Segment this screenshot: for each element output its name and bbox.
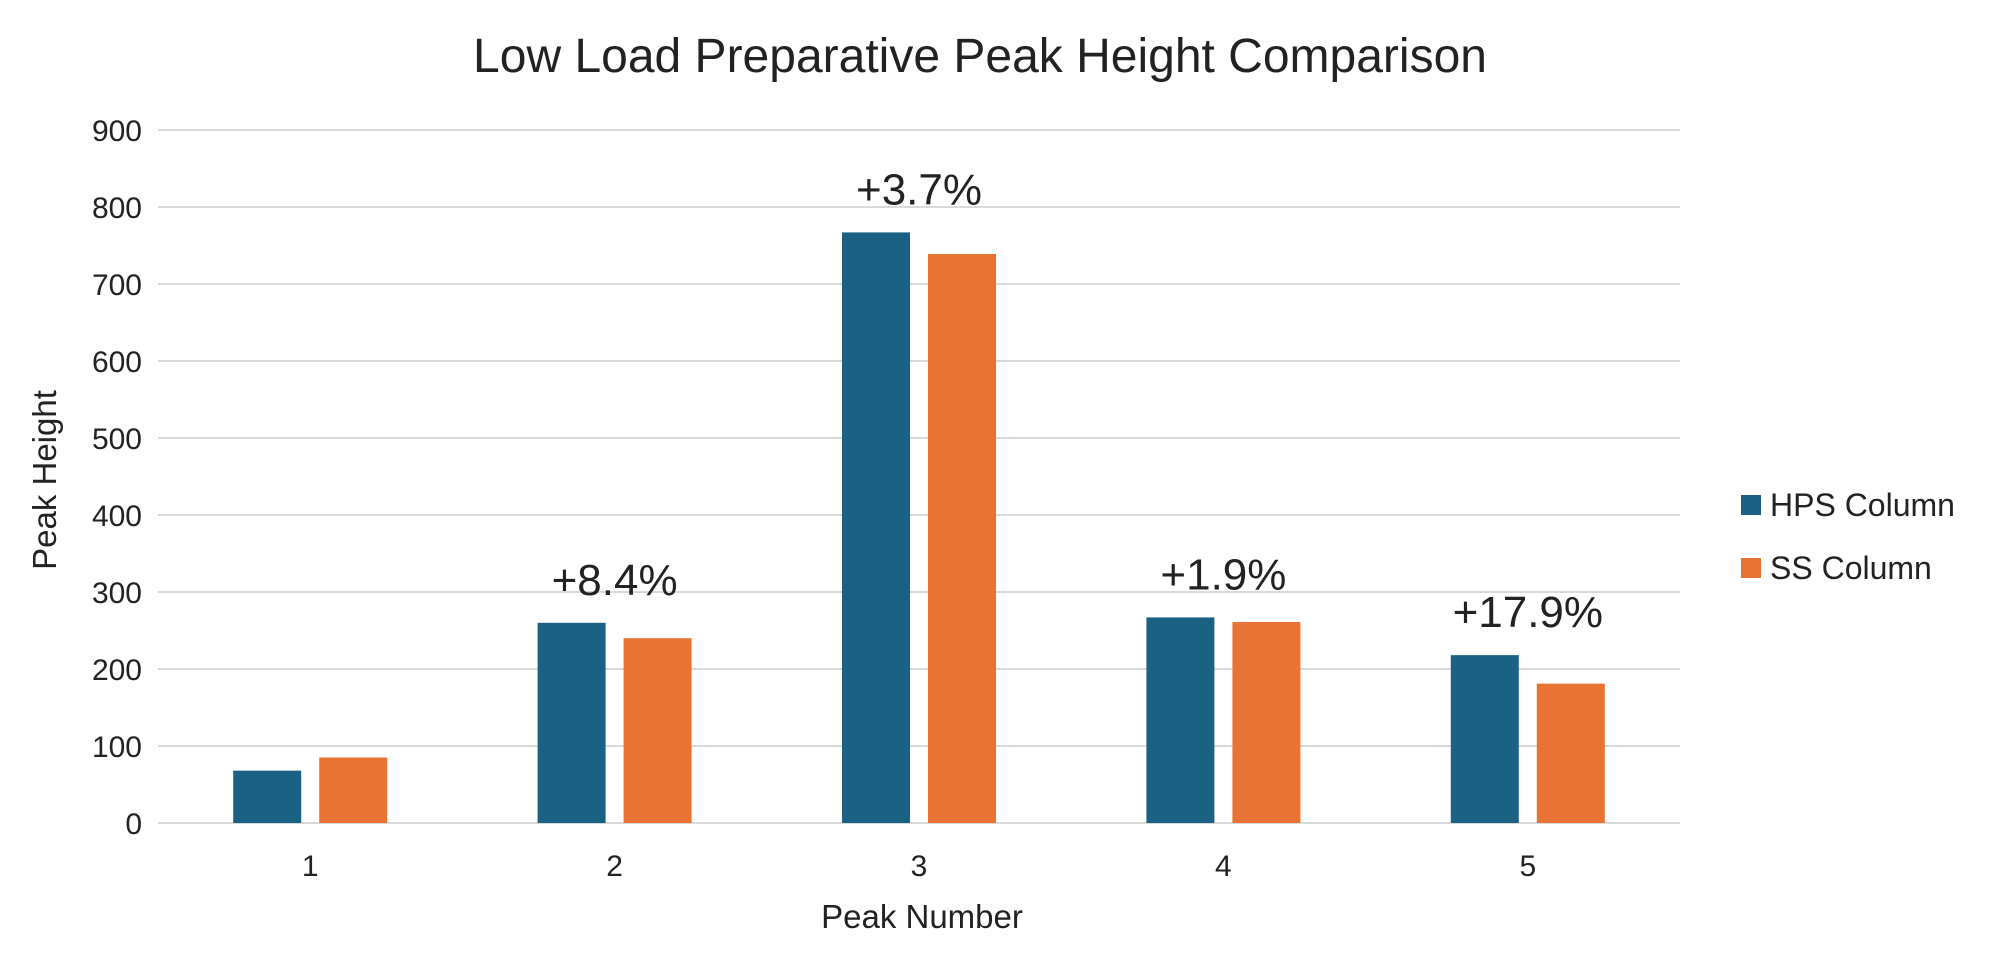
y-tick-label: 800 — [92, 192, 142, 225]
x-tick-label: 4 — [1215, 850, 1232, 883]
gridlines — [158, 129, 1680, 824]
y-tick-label: 400 — [92, 500, 142, 533]
bar-hps-column-peak-4 — [1146, 617, 1215, 823]
y-axis-ticks: 0 100 200 300 400 500 600 700 800 900 — [92, 115, 142, 841]
y-tick-label: 300 — [92, 577, 142, 610]
bars — [233, 232, 1605, 824]
percent-difference-label: +3.7% — [856, 165, 982, 214]
bar-hps-column-peak-3 — [842, 232, 910, 823]
bar-hps-column-peak-2 — [537, 622, 606, 823]
y-tick-label: 600 — [92, 346, 142, 379]
bar-ss-column-peak-3 — [928, 253, 996, 824]
x-tick-label: 3 — [911, 850, 928, 883]
percent-difference-label: +1.9% — [1160, 550, 1286, 599]
bar-ss-column-peak-4 — [1232, 622, 1301, 823]
bar-ss-column-peak-1 — [319, 757, 388, 823]
percent-difference-label: +17.9% — [1453, 588, 1603, 637]
chart-title: Low Load Preparative Peak Height Compari… — [473, 30, 1487, 83]
y-tick-label: 500 — [92, 423, 142, 456]
y-tick-label: 200 — [92, 654, 142, 687]
legend: HPS Column SS Column — [1741, 487, 1955, 586]
legend-label: HPS Column — [1770, 487, 1955, 523]
x-tick-label: 2 — [606, 850, 623, 883]
legend-swatch — [1741, 495, 1761, 515]
x-tick-label: 1 — [302, 850, 319, 883]
bar-hps-column-peak-5 — [1450, 655, 1519, 823]
y-tick-label: 900 — [92, 115, 142, 148]
legend-label: SS Column — [1770, 550, 1932, 586]
percent-difference-label: +8.4% — [552, 556, 678, 605]
y-axis-title: Peak Height — [26, 390, 63, 570]
y-tick-label: 0 — [125, 808, 142, 841]
y-tick-label: 100 — [92, 731, 142, 764]
annotations: +8.4% +3.7% +1.9% +17.9% — [552, 165, 1603, 637]
bar-ss-column-peak-2 — [623, 638, 692, 823]
legend-swatch — [1741, 558, 1761, 578]
bar-ss-column-peak-5 — [1536, 683, 1605, 823]
bar-hps-column-peak-1 — [233, 770, 302, 823]
x-axis-title: Peak Number — [821, 898, 1023, 935]
x-axis-ticks: 1 2 3 4 5 — [302, 850, 1536, 883]
x-tick-label: 5 — [1519, 850, 1536, 883]
y-tick-label: 700 — [92, 269, 142, 302]
